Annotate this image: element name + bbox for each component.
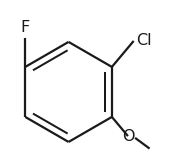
Text: O: O — [122, 129, 134, 144]
Text: F: F — [21, 20, 30, 35]
Text: Cl: Cl — [136, 33, 152, 47]
